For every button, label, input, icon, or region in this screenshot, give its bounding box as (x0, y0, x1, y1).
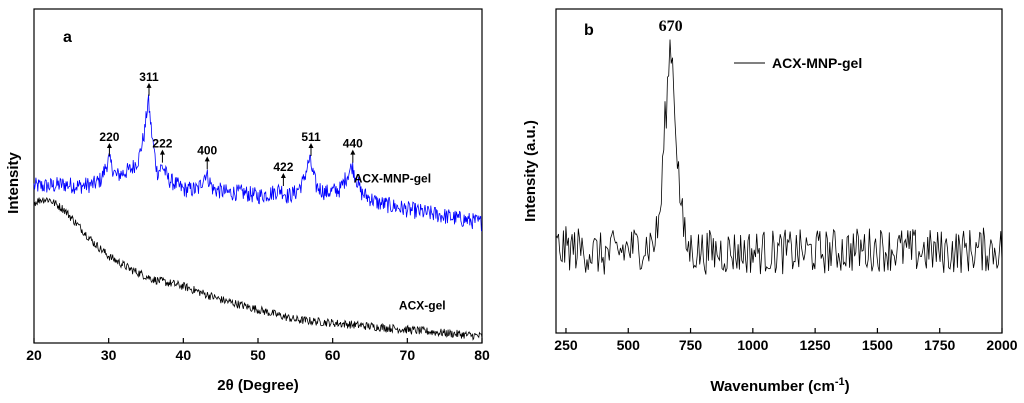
panel-b-chart: b 250 500 750 1000 1250 1500 1750 2000 670 ACX-… (522, 8, 1018, 395)
peak-arrowhead-220 (106, 142, 112, 148)
peak-label-670: 670 (659, 18, 683, 35)
peak-label-511: 511 (301, 130, 321, 144)
a-x-tick-label-40: 40 (176, 347, 192, 363)
panel-a-series-group (33, 94, 483, 341)
panel-a-x-ticks: 20 30 40 50 60 70 80 (26, 338, 490, 363)
peak-arrowhead-311 (146, 82, 152, 88)
a-x-tick-label-80: 80 (474, 347, 490, 363)
b-x-tick-label-1000: 1000 (737, 337, 768, 353)
a-series-line-acx-gel (33, 196, 483, 341)
panel-a-peak-labels: 220 311 222 400 422 511 440 (99, 70, 363, 187)
series-label-acx-mnp-gel: ACX-MNP-gel (354, 172, 431, 186)
panel-b-x-ticks: 250 500 750 1000 1250 1500 1750 2000 (554, 328, 1018, 353)
b-x-tick-label-500: 500 (617, 337, 641, 353)
b-x-tick-label-1750: 1750 (924, 337, 955, 353)
b-x-tick-label-2000: 2000 (986, 337, 1017, 353)
peak-label-220: 220 (99, 130, 119, 144)
a-series-line-acx-mnp-gel (33, 94, 483, 232)
peak-arrowhead-422 (280, 173, 286, 179)
a-x-tick-label-30: 30 (101, 347, 117, 363)
b-x-tick-label-1500: 1500 (862, 337, 893, 353)
a-x-tick-label-20: 20 (26, 347, 42, 363)
peak-label-422: 422 (273, 160, 293, 174)
b-x-tick-label-750: 750 (679, 337, 703, 353)
panel-a-chart: a 20 30 40 50 60 70 80 220 311 222 400 422 511 440 A… (5, 8, 490, 394)
a-x-tick-label-60: 60 (325, 347, 341, 363)
peak-arrowhead-400 (204, 156, 210, 162)
panel-b-letter: b (584, 22, 594, 39)
peak-label-311: 311 (139, 70, 159, 84)
panel-a-y-axis-label: Intensity (5, 152, 22, 214)
a-x-tick-label-50: 50 (250, 347, 266, 363)
peak-arrowhead-511 (308, 142, 314, 148)
panel-b-y-axis-label: Intensity (a.u.) (522, 120, 539, 222)
series-label-acx-gel: ACX-gel (399, 299, 446, 313)
peak-arrowhead-440 (350, 149, 356, 155)
b-series-line-acx-mnp-gel (555, 39, 1003, 275)
b-x-tick-label-1250: 1250 (800, 337, 831, 353)
panel-b-x-axis-label: Wavenumber (cm-1) (710, 376, 849, 395)
panel-a-x-axis-label: 2θ (Degree) (217, 377, 298, 394)
peak-arrowhead-222 (159, 149, 165, 155)
peak-label-222: 222 (152, 137, 172, 151)
a-x-tick-label-70: 70 (400, 347, 416, 363)
peak-label-440: 440 (343, 137, 363, 151)
peak-label-400: 400 (197, 143, 217, 157)
panel-b-peak-labels: 670 (659, 18, 683, 35)
panel-a-letter: a (63, 29, 72, 46)
panel-b-frame (555, 8, 1003, 334)
legend-label-acx-mnp-gel: ACX-MNP-gel (772, 55, 862, 71)
panel-b-series-group (555, 39, 1003, 275)
b-x-tick-label-250: 250 (554, 337, 578, 353)
